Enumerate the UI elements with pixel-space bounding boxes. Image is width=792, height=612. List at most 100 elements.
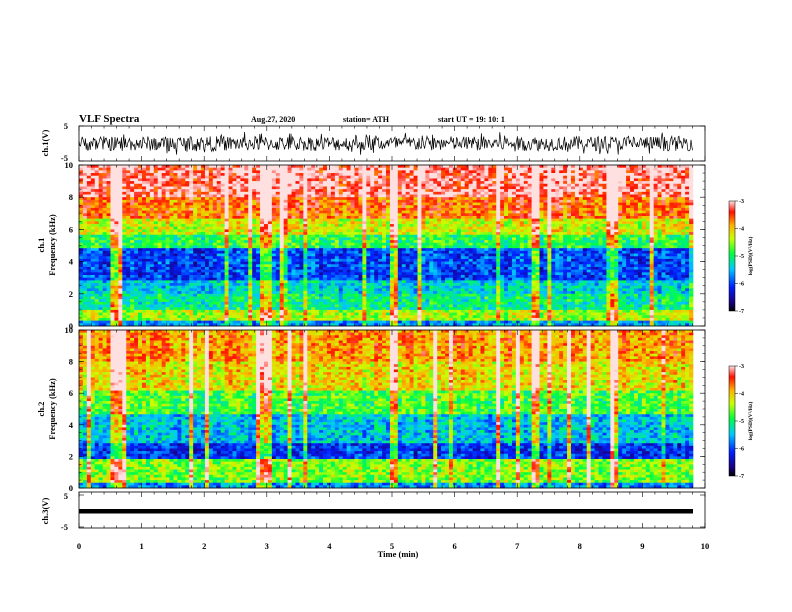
spectrogram-cell [535, 178, 540, 182]
spectrogram-cell [673, 183, 678, 187]
spectrogram-cell [460, 224, 466, 228]
spectrogram-cell [271, 242, 277, 246]
spectrogram-cell [555, 178, 560, 182]
spectrogram-cell [366, 232, 371, 236]
spectrogram-cell [452, 213, 458, 217]
spectrogram-cell [405, 224, 410, 228]
spectrogram-cell [641, 194, 647, 198]
spectrogram-cell [248, 218, 253, 222]
spectrogram-cell [500, 226, 505, 230]
spectrogram-cell [90, 237, 96, 241]
spectrogram-cell [201, 181, 206, 185]
spectrogram-cell [567, 167, 572, 171]
spectrogram-cell [543, 178, 548, 182]
spectrogram-cell [307, 240, 312, 244]
spectrogram-cell [480, 221, 485, 225]
spectrogram-cell [657, 199, 662, 203]
spectrogram-cell [657, 218, 662, 222]
spectrogram-cell [594, 215, 599, 219]
spectrogram-cell [496, 226, 501, 230]
spectrogram-cell [633, 189, 639, 193]
spectrogram-cell [630, 173, 635, 177]
spectrogram-cell [319, 218, 324, 222]
spectrogram-cell [527, 178, 532, 182]
spectrogram-cell [342, 205, 347, 209]
spectrogram-cell [157, 194, 162, 198]
spectrogram-cell [594, 232, 599, 236]
spectrogram-cell [448, 218, 454, 222]
spectrogram-cell [393, 237, 399, 241]
spectrogram-cell [291, 194, 296, 198]
spectrogram-cell [618, 194, 623, 198]
spectrogram-cell [126, 248, 131, 252]
spectrogram-cell [480, 178, 485, 182]
spectrogram-cell [570, 207, 576, 211]
spectrogram-cell [307, 245, 312, 249]
spectrogram-cell [681, 189, 686, 193]
spectrogram-cell [157, 234, 162, 238]
spectrogram-cell [472, 207, 477, 211]
spectrogram-cell [669, 245, 674, 249]
spectrogram-cell [291, 199, 296, 203]
spectrogram-cell [508, 202, 513, 206]
spectrogram-cell [437, 234, 442, 238]
spectrogram-cell [334, 175, 340, 179]
spectrogram-cell [563, 189, 568, 193]
spectrogram-cell [287, 218, 292, 222]
spectrogram-cell [685, 191, 690, 195]
spectrogram-cell [685, 186, 690, 190]
spectrogram-cell [295, 232, 300, 236]
spectrogram-cell [645, 186, 651, 190]
spectrogram-cell [106, 232, 111, 236]
spectrogram-cell [386, 194, 391, 198]
spectrogram-cell [311, 215, 316, 219]
spectrogram-cell [578, 234, 584, 238]
spectrogram-cell [362, 226, 367, 230]
spectrogram-cell [563, 218, 568, 222]
spectrogram-cell [689, 205, 694, 209]
spectrogram-cell [220, 189, 225, 193]
spectrogram-cell [570, 170, 576, 174]
spectrogram-cell [389, 242, 395, 246]
spectrogram-cell [126, 205, 131, 209]
spectrogram-cell [429, 226, 434, 230]
spectrogram-cell [311, 186, 316, 190]
spectrogram-cell [409, 218, 414, 222]
spectrogram-cell [464, 221, 469, 225]
spectrogram-cell [386, 199, 391, 203]
spectrogram-cell [110, 242, 115, 246]
spectrogram-cell [204, 199, 210, 203]
spectrogram-cell [114, 167, 119, 171]
spectrogram-cell [161, 207, 166, 211]
spectrogram-cell [393, 229, 399, 233]
spectrogram-cell [279, 191, 284, 195]
spectrogram-cell [224, 191, 229, 195]
spectrogram-cell [177, 186, 182, 190]
spectrogram-cell [452, 197, 458, 201]
spectrogram-cell [523, 237, 528, 241]
spectrogram-cell [386, 170, 391, 174]
spectrogram-cell [311, 237, 316, 241]
spectrogram-cell [523, 224, 528, 228]
spectrogram-cell [342, 221, 347, 225]
spectrogram-cell [515, 202, 521, 206]
spectrogram-cell [279, 189, 284, 193]
spectrogram-cell [433, 240, 438, 244]
spectrogram-cell [102, 173, 107, 177]
spectrogram-cell [354, 207, 359, 211]
spectrogram-cell [98, 197, 103, 201]
spectrogram-cell [441, 175, 446, 179]
spectrogram-cell [653, 240, 658, 244]
spectrogram-cell [252, 181, 257, 185]
spectrogram-cell [496, 237, 501, 241]
spectrogram-cell [425, 173, 430, 177]
spectrogram-cell [244, 237, 249, 241]
spectrogram-cell [141, 240, 147, 244]
spectrogram-cell [330, 224, 336, 228]
spectrogram-cell [216, 232, 221, 236]
spectrogram-cell [555, 218, 560, 222]
spectrogram-cell [657, 213, 662, 217]
spectrogram-cell [244, 181, 249, 185]
spectrogram-cell [134, 207, 139, 211]
spectrogram-cell [378, 207, 383, 211]
